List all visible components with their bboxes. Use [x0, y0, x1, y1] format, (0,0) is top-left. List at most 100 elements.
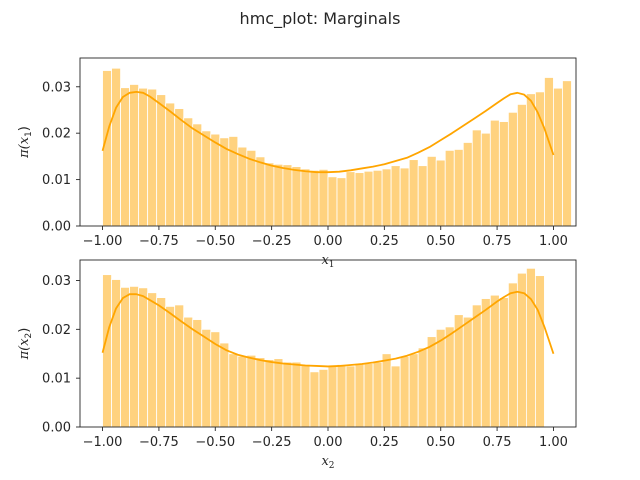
y-tick-label: 0.00 — [42, 220, 71, 235]
histogram-bar — [526, 93, 536, 227]
x-tick-label: −0.50 — [195, 435, 235, 450]
histogram-bar — [111, 279, 121, 428]
histogram-bar — [327, 176, 338, 227]
histogram-bar — [246, 149, 257, 227]
histogram-bar — [255, 156, 266, 227]
x-tick-label: −0.75 — [139, 435, 179, 450]
histogram-bar — [507, 111, 518, 227]
x-tick-label: −0.50 — [195, 234, 235, 249]
histogram-bar — [282, 361, 293, 428]
x-axis-label: x1 — [321, 253, 334, 270]
x-tick-label: 0.25 — [370, 234, 399, 249]
histogram-bar — [219, 342, 230, 428]
histogram-bar — [381, 353, 392, 428]
x-tick-label: 1.00 — [539, 435, 568, 450]
histogram-bar — [426, 155, 437, 227]
histogram-bar — [156, 297, 167, 428]
histogram-bar — [147, 292, 158, 428]
x-tick-label: −0.25 — [252, 234, 292, 249]
histogram-bar — [516, 272, 527, 428]
histogram-bar — [147, 88, 158, 227]
histogram-bar — [264, 359, 275, 428]
histogram-bar — [336, 177, 347, 227]
histogram-bar — [201, 130, 212, 227]
histogram-bar — [498, 121, 509, 227]
histogram-bar — [138, 287, 149, 428]
histogram-bar — [444, 149, 455, 227]
histogram-bar — [480, 132, 491, 227]
histogram-bar — [264, 162, 275, 227]
y-tick-label: 0.01 — [42, 372, 71, 387]
histogram-bar — [435, 328, 446, 428]
histogram-bar — [165, 102, 176, 227]
histogram-bar — [381, 168, 392, 227]
histogram-bar — [462, 142, 473, 227]
histogram-bar — [390, 165, 401, 227]
histogram-bar — [273, 358, 284, 428]
y-tick-label: 0.00 — [42, 421, 71, 436]
histogram-bar — [417, 347, 428, 428]
histogram-bar — [318, 368, 329, 428]
histogram-bar — [372, 169, 383, 227]
histogram-bar — [192, 123, 203, 227]
figure-suptitle: hmc_plot: Marginals — [240, 9, 401, 29]
y-axis-label: π(x1) — [17, 126, 34, 159]
histogram-bar — [453, 149, 464, 227]
histogram-bars — [102, 67, 572, 227]
histogram-bar — [354, 172, 365, 227]
histogram-bar — [535, 275, 545, 428]
histogram-bar — [120, 286, 130, 428]
histogram-bar — [471, 304, 482, 428]
x-tick-label: 0.00 — [314, 234, 343, 249]
histogram-bar — [363, 363, 374, 428]
x-axis-label: x2 — [321, 454, 334, 471]
histogram-bar — [507, 282, 518, 428]
histogram-bar — [219, 137, 230, 227]
histogram-bar — [156, 94, 167, 227]
histogram-bar — [201, 328, 212, 428]
histogram-bar — [553, 87, 563, 227]
x-tick-label: 0.50 — [426, 435, 455, 450]
histogram-bar — [399, 355, 410, 428]
histogram-bar — [526, 267, 536, 428]
y-tick-label: 0.02 — [42, 127, 71, 142]
histogram-bar — [237, 355, 248, 428]
histogram-bar — [345, 171, 356, 227]
histogram-bar — [291, 166, 302, 227]
histogram-bar — [516, 104, 527, 227]
histogram-bar — [417, 165, 428, 227]
histogram-bar — [255, 357, 266, 428]
marginal-panel-x1: −1.00 −0.75 −0.50 −0.25 0.00 0.25 0.50 0.75 1.00… — [17, 57, 577, 270]
histogram-bar — [192, 319, 203, 428]
histogram-bar — [399, 167, 410, 227]
histogram-bar — [183, 117, 194, 227]
y-tick-label: 0.03 — [42, 274, 71, 289]
histogram-bar — [408, 353, 419, 428]
histogram-bar — [210, 133, 221, 227]
histogram-bar — [237, 146, 248, 227]
histogram-bar — [291, 361, 302, 428]
x-tick-label: 0.75 — [483, 234, 512, 249]
x-tick-label: −0.25 — [252, 435, 292, 450]
histogram-bar — [165, 305, 176, 428]
y-tick-label: 0.01 — [42, 173, 71, 188]
histogram-bar — [129, 84, 140, 227]
histogram-bar — [300, 168, 311, 227]
histogram-bar — [129, 285, 140, 428]
x-tick-label: 0.75 — [483, 435, 512, 450]
histogram-bar — [408, 159, 419, 227]
histogram-bar — [471, 129, 482, 227]
histogram-bar — [363, 170, 374, 227]
histogram-bar — [282, 164, 293, 227]
histogram-bar — [183, 316, 194, 428]
x-tick-label: −1.00 — [83, 435, 123, 450]
x-tick-label: −0.75 — [139, 234, 179, 249]
histogram-bar — [318, 168, 329, 227]
x-tick-label: 1.00 — [539, 234, 568, 249]
histogram-bar — [372, 361, 383, 428]
y-tick-label: 0.03 — [42, 80, 71, 95]
histogram-bar — [345, 365, 356, 428]
histogram-bar — [246, 354, 257, 428]
histogram-bar — [489, 294, 500, 428]
histogram-bar — [309, 169, 320, 227]
